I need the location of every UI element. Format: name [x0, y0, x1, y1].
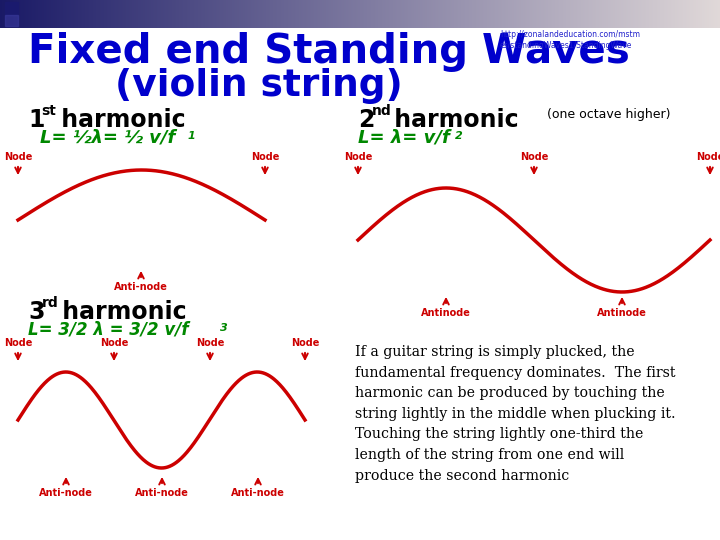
- Text: 2: 2: [358, 108, 374, 132]
- Text: Node: Node: [251, 152, 279, 162]
- Text: If a guitar string is simply plucked, the
fundamental frequency dominates.  The : If a guitar string is simply plucked, th…: [355, 345, 675, 483]
- Text: 2: 2: [455, 131, 463, 141]
- Text: Anti-node: Anti-node: [135, 488, 189, 498]
- Text: rd: rd: [42, 296, 59, 310]
- Text: Anti-node: Anti-node: [114, 282, 168, 292]
- Text: Antinode: Antinode: [597, 308, 647, 318]
- Text: Node: Node: [344, 152, 372, 162]
- Text: Anti-node: Anti-node: [39, 488, 93, 498]
- Text: Node: Node: [196, 338, 224, 348]
- Text: Anti-node: Anti-node: [231, 488, 285, 498]
- Text: L= 3/2 λ = 3/2 v/f: L= 3/2 λ = 3/2 v/f: [28, 320, 189, 338]
- Text: 1: 1: [28, 108, 45, 132]
- Text: L= ½λ= ½ v/f: L= ½λ= ½ v/f: [40, 128, 176, 146]
- Text: Node: Node: [100, 338, 128, 348]
- Text: Node: Node: [696, 152, 720, 162]
- Text: Node: Node: [520, 152, 548, 162]
- Text: (violin string): (violin string): [115, 68, 402, 104]
- Text: L= λ= v/f: L= λ= v/f: [358, 128, 450, 146]
- Text: 1: 1: [188, 131, 196, 141]
- Text: Fixed end Standing Waves: Fixed end Standing Waves: [28, 32, 630, 72]
- Text: Node: Node: [291, 338, 319, 348]
- Text: http://zonalandeducation.com/mstm
es/standingWaves1/StandingWave: http://zonalandeducation.com/mstm es/sta…: [500, 30, 640, 50]
- Text: harmonic: harmonic: [386, 108, 518, 132]
- Text: st: st: [41, 104, 56, 118]
- Bar: [5, 15, 18, 26]
- Text: Node: Node: [4, 152, 32, 162]
- Text: nd: nd: [372, 104, 392, 118]
- Text: 3: 3: [220, 323, 228, 333]
- Text: Antinode: Antinode: [421, 308, 471, 318]
- Text: harmonic: harmonic: [54, 300, 186, 324]
- Text: (one octave higher): (one octave higher): [543, 108, 670, 121]
- Bar: [5, 2, 18, 14]
- Text: harmonic: harmonic: [53, 108, 186, 132]
- Text: 3: 3: [28, 300, 45, 324]
- Text: Node: Node: [4, 338, 32, 348]
